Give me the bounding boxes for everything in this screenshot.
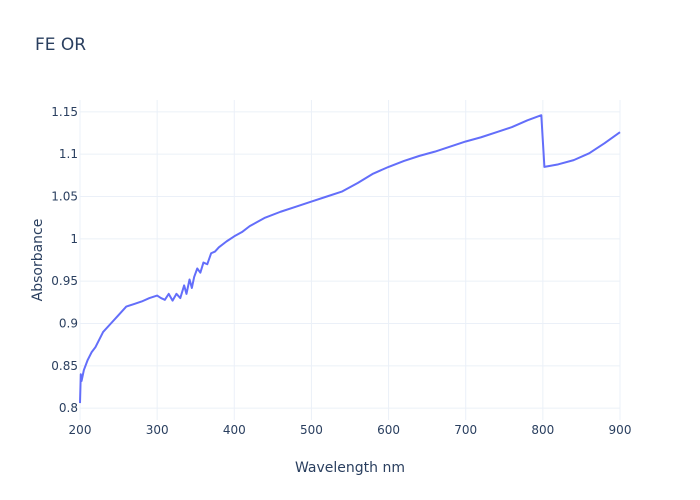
x-axis-title: Wavelength nm — [295, 460, 405, 476]
x-tick-label: 500 — [300, 423, 323, 437]
x-tick-label: 600 — [377, 423, 400, 437]
y-tick-label: 1.1 — [59, 147, 78, 161]
data-line — [79, 114, 621, 404]
y-tick-label: 0.8 — [59, 401, 78, 415]
y-tick-label: 0.95 — [51, 274, 78, 288]
x-tick-label: 700 — [454, 423, 477, 437]
x-tick-label: 200 — [69, 423, 92, 437]
y-axis-title: Absorbance — [30, 219, 46, 302]
y-tick-label: 0.85 — [51, 359, 78, 373]
y-tick-label: 1.05 — [51, 190, 78, 204]
y-tick-label: 1.15 — [51, 105, 78, 119]
x-tick-label: 400 — [223, 423, 246, 437]
x-tick-label: 900 — [609, 423, 632, 437]
y-tick-label: 1 — [70, 232, 78, 246]
chart-title: FE OR — [35, 35, 86, 55]
x-tick-label: 300 — [146, 423, 169, 437]
x-tick-label: 800 — [531, 423, 554, 437]
y-tick-label: 0.9 — [59, 316, 78, 330]
